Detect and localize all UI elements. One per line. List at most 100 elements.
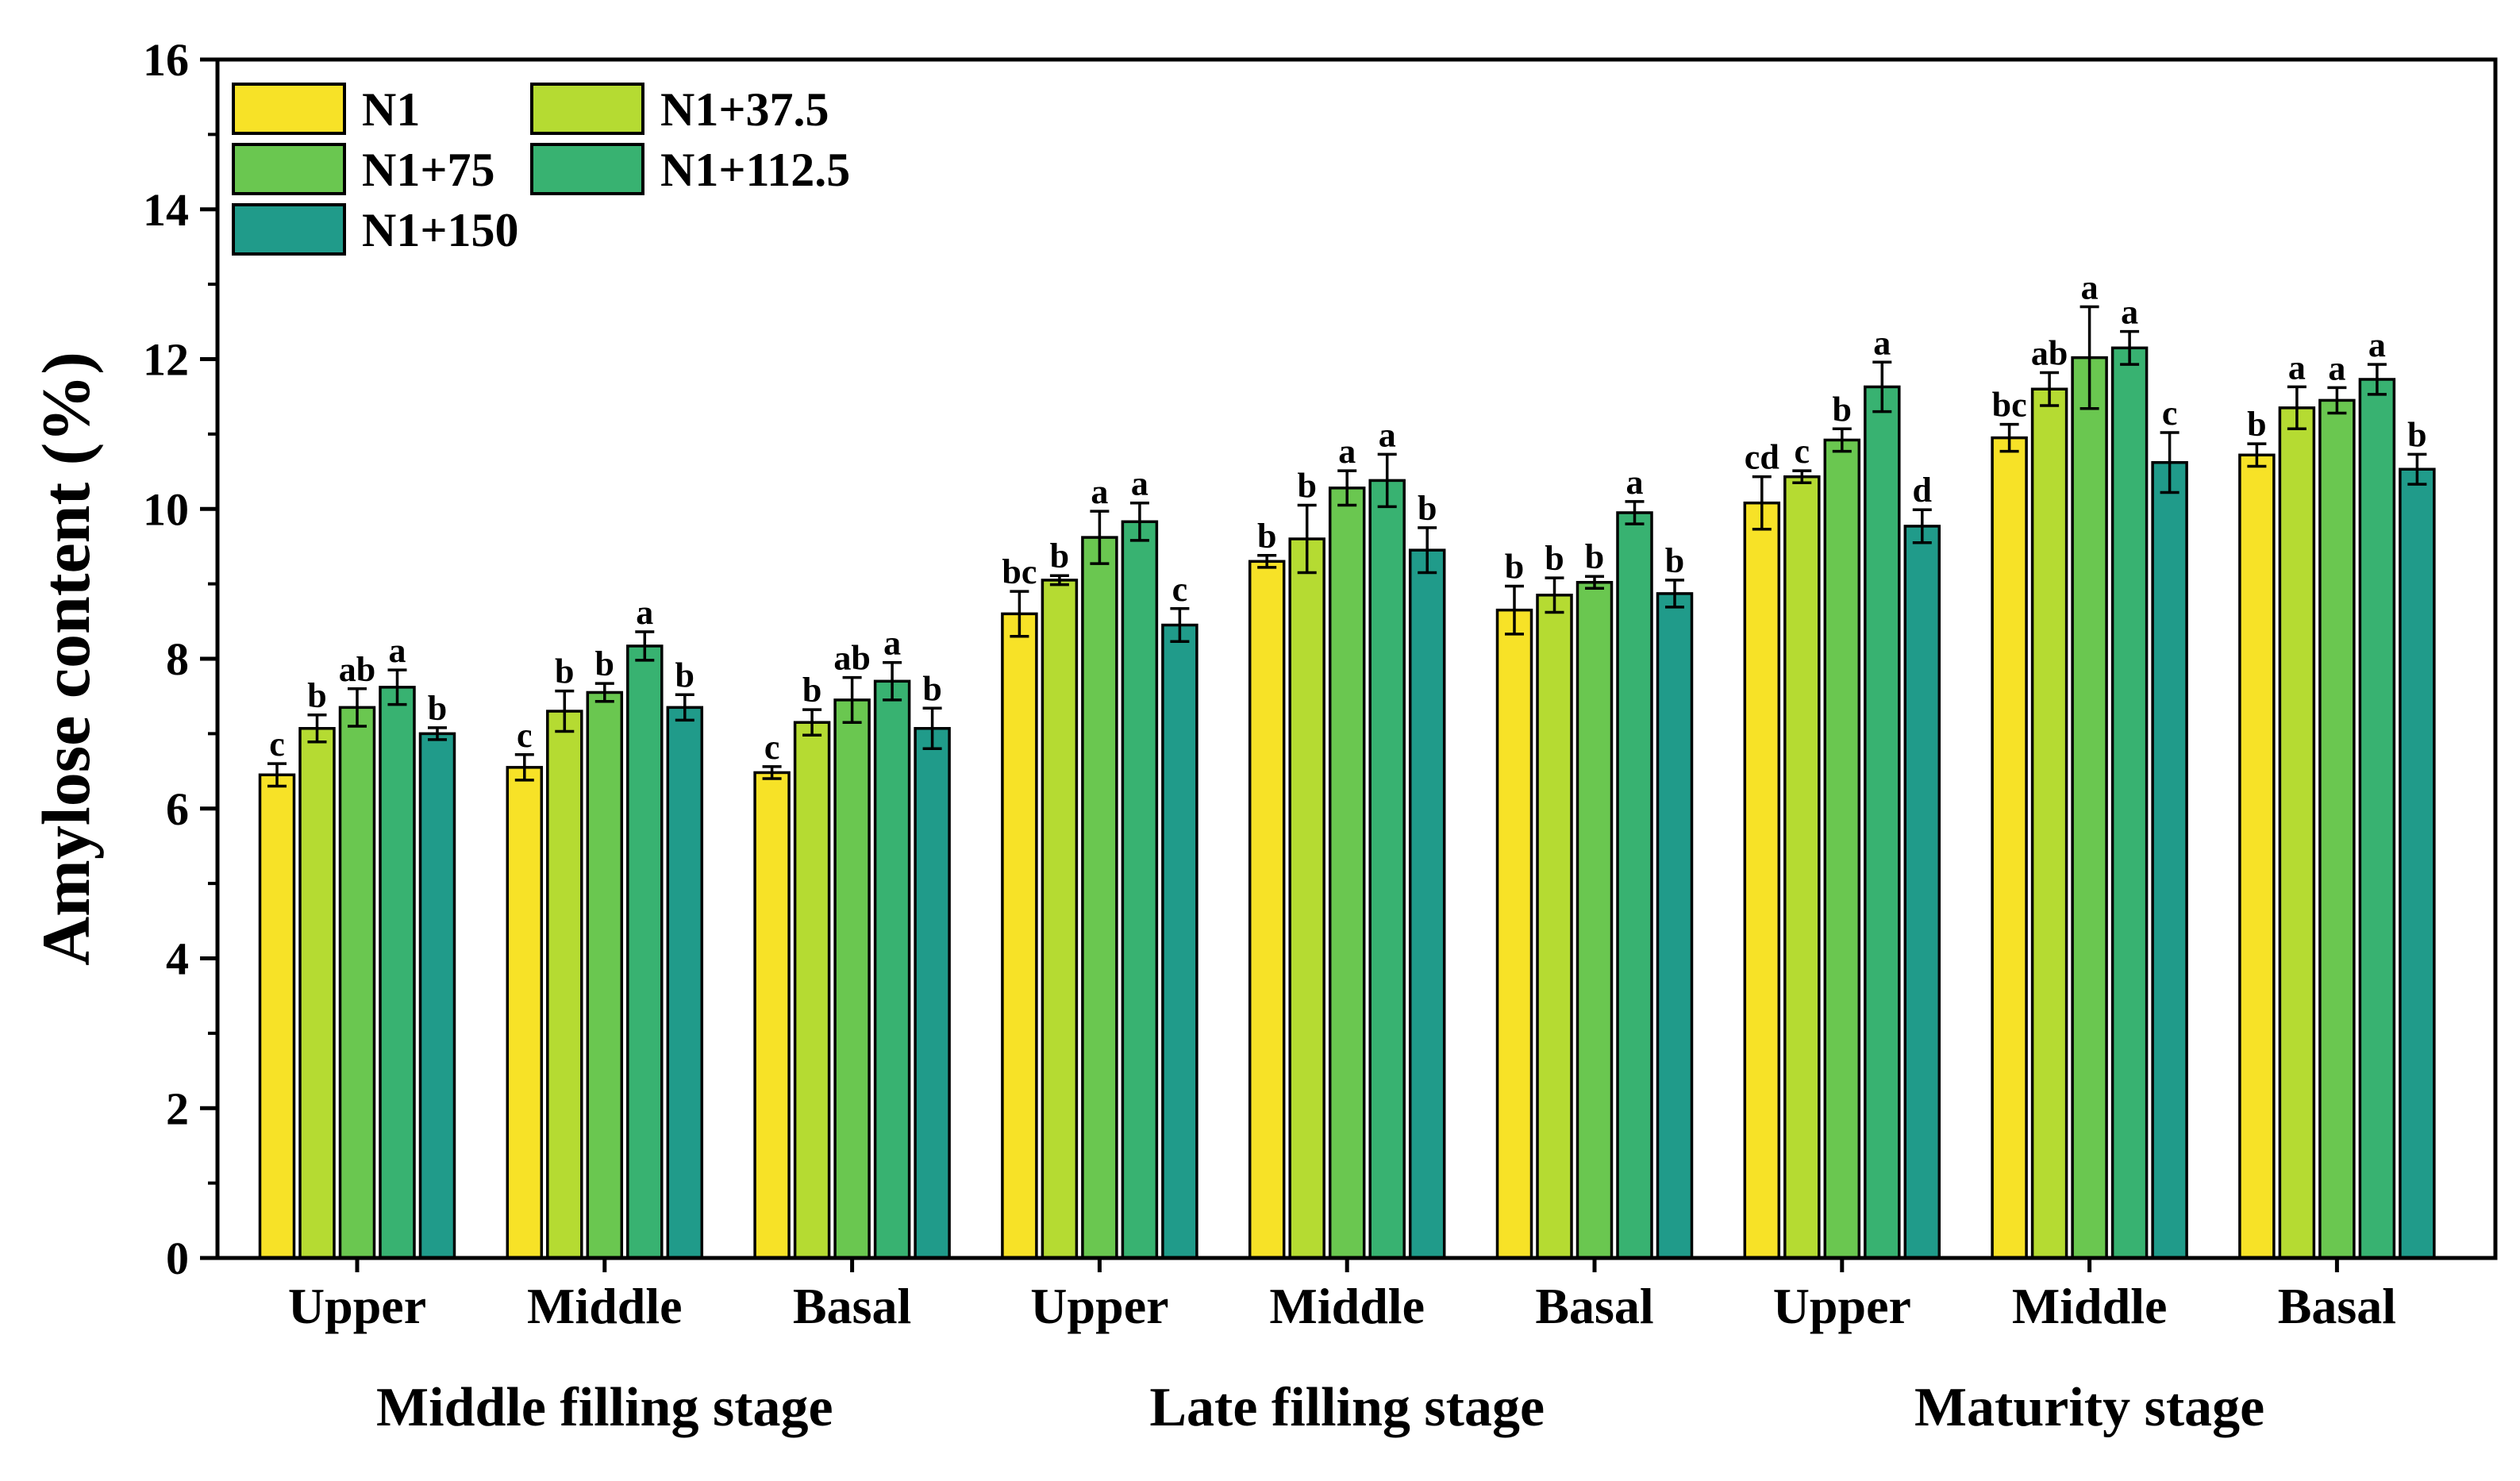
significance-letter: a <box>1626 463 1644 502</box>
bar <box>1081 536 1118 1260</box>
legend-swatch <box>232 203 346 256</box>
bar <box>833 698 871 1260</box>
bar <box>298 727 336 1260</box>
significance-letter: b <box>2247 405 2266 444</box>
y-tick-label: 6 <box>166 783 189 835</box>
bar <box>1656 592 1694 1260</box>
x-tick-label: Middle <box>1269 1278 1425 1334</box>
significance-letter: a <box>389 631 406 670</box>
stage-label: Maturity stage <box>1914 1377 2264 1438</box>
x-axis: Upper Middle Basal Middle filling stage Uppe… <box>288 1258 2396 1438</box>
y-tick-label: 10 <box>143 483 189 535</box>
significance-letter: b <box>595 644 614 683</box>
significance-letter: a <box>2368 325 2386 364</box>
legend-swatch <box>530 143 644 195</box>
significance-letter: b <box>1833 390 1852 429</box>
significance-letter: b <box>922 669 941 708</box>
bar <box>2030 387 2068 1260</box>
significance-letter: a <box>636 593 653 632</box>
legend-label: N1+37.5 <box>660 83 829 136</box>
bar <box>1368 479 1406 1260</box>
legend-swatch <box>232 143 346 195</box>
bar <box>1575 580 1614 1260</box>
bar <box>586 690 624 1260</box>
x-tick-label: Basal <box>1535 1278 1653 1334</box>
bar <box>793 721 831 1260</box>
bar <box>338 706 376 1260</box>
significance-letter: c <box>1172 570 1188 609</box>
bar <box>1903 525 1941 1260</box>
stage-label: Middle filling stage <box>376 1377 833 1438</box>
significance-letter: a <box>1379 415 1396 454</box>
x-tick-label: Middle <box>527 1278 683 1334</box>
y-axis-label: Amylose content (%) <box>28 352 104 966</box>
significance-letter: c <box>517 716 533 755</box>
significance-letter: d <box>1913 471 1932 510</box>
significance-letter: b <box>555 652 574 691</box>
x-tick-label: Upper <box>1030 1278 1168 1334</box>
significance-letter: bc <box>1002 552 1037 591</box>
significance-letter: a <box>883 624 901 663</box>
significance-letter: b <box>802 671 821 710</box>
legend-label: N1 <box>362 83 420 136</box>
significance-letter: a <box>1338 432 1356 471</box>
bar <box>1536 594 1573 1260</box>
significance-letter: b <box>2407 415 2426 454</box>
legend-swatch <box>530 83 644 135</box>
bar <box>1495 608 1533 1260</box>
significance-letter: ab <box>2031 333 2068 372</box>
error-bars-layer <box>267 305 2427 788</box>
significance-letter: b <box>1585 537 1604 576</box>
bar <box>418 732 456 1260</box>
significance-letter: b <box>1418 489 1437 528</box>
significance-letter: a <box>2288 348 2306 387</box>
bar <box>2238 453 2276 1260</box>
significance-letter: bc <box>1992 386 2027 425</box>
y-tick-label: 0 <box>166 1233 189 1284</box>
y-axis: 0 2 4 6 8 10 12 14 16 <box>143 34 217 1284</box>
significance-letter: b <box>1297 467 1316 506</box>
bar <box>506 766 544 1260</box>
significance-letter: c <box>2162 394 2178 433</box>
bar <box>914 727 951 1260</box>
significance-letter: a <box>1131 464 1148 503</box>
significance-letter: b <box>1257 517 1276 556</box>
bar <box>1408 548 1446 1260</box>
bar <box>1823 438 1861 1260</box>
significance-letter: a <box>2081 267 2099 306</box>
significance-letter: b <box>428 689 447 728</box>
significance-letter: b <box>307 676 326 715</box>
x-tick-label: Upper <box>288 1278 426 1334</box>
y-tick-label: 14 <box>143 184 189 236</box>
legend-swatch <box>232 83 346 135</box>
bar <box>873 679 911 1260</box>
significance-letter: ab <box>833 639 870 678</box>
significance-letter: b <box>1665 541 1684 580</box>
significance-letter: ab <box>339 650 375 689</box>
bars-layer <box>258 346 2436 1260</box>
bar <box>1783 475 1821 1260</box>
bar <box>1121 520 1159 1260</box>
bar <box>753 771 791 1260</box>
significance-letter: a <box>2121 293 2138 332</box>
y-tick-label: 16 <box>143 34 189 86</box>
bar <box>2110 346 2149 1260</box>
bar <box>1041 579 1079 1260</box>
bar <box>2151 460 2188 1260</box>
bar <box>2399 467 2436 1260</box>
significance-letter: b <box>675 656 694 694</box>
bar <box>1616 511 1653 1260</box>
bar <box>1743 501 1781 1260</box>
bar <box>2071 356 2108 1260</box>
y-tick-label: 4 <box>166 933 189 985</box>
x-tick-label: Basal <box>793 1278 911 1334</box>
bar <box>1991 436 2028 1260</box>
bar <box>666 706 704 1260</box>
significance-letter: c <box>269 725 285 764</box>
bar <box>1001 612 1038 1260</box>
significance-letter: c <box>1795 432 1810 471</box>
bar <box>1161 623 1198 1260</box>
bar <box>1248 560 1286 1260</box>
stage-label: Late filling stage <box>1149 1377 1545 1438</box>
